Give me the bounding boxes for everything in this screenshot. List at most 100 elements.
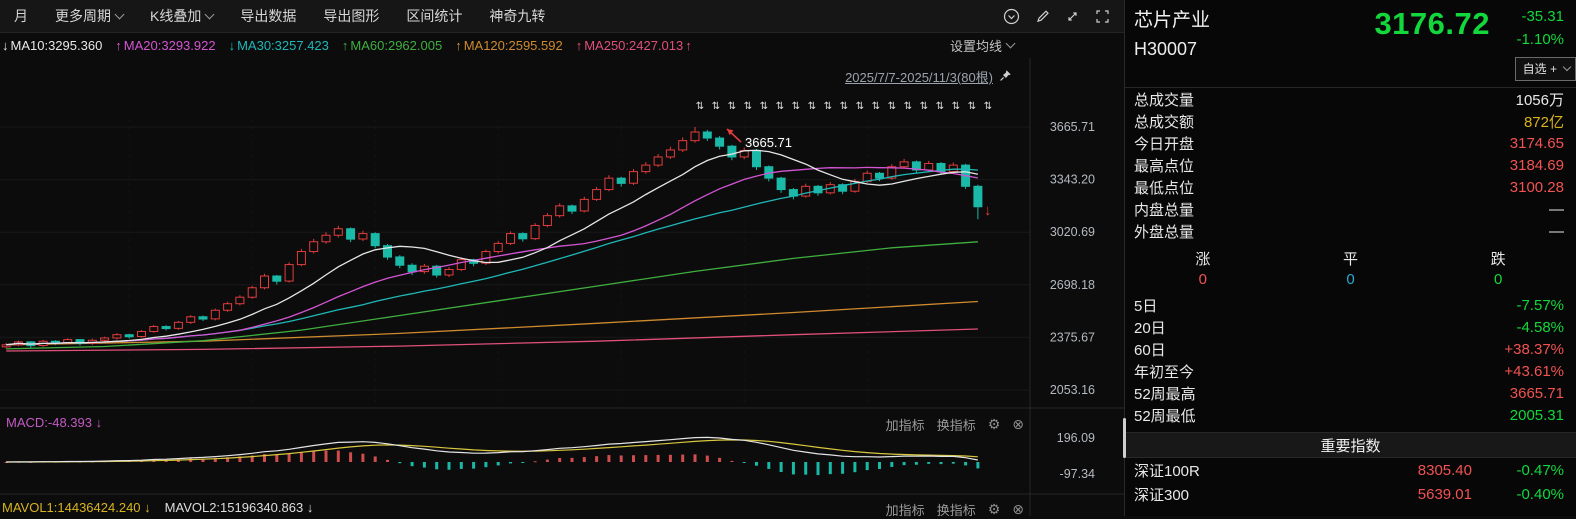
toolbar-item-export-data[interactable]: 导出数据 [240,6,296,26]
toolbar-item-month[interactable]: 月 [14,6,28,26]
candles [1,127,983,349]
nine-turn-marker-icon: ⇅ [936,101,944,112]
chevron-down-icon [1005,38,1016,49]
price-tick-label: 3665.71 [1050,120,1095,134]
up-arrow-icon: ↑ [115,38,122,53]
ma10-indicator: ↓ MA10:3295.360 [2,38,103,53]
toolbar-item-range-stats[interactable]: 区间统计 [406,6,462,26]
nine-turn-marker-icon: ⇅ [792,101,800,112]
range-row: 20日 -4.58% [1134,318,1564,337]
close-pane-icon[interactable]: ⊗ [1012,416,1024,432]
ma-settings-button[interactable]: 设置均线 [950,36,1016,55]
nine-turn-marker-icon: ⇅ [728,101,736,112]
down-arrow-icon: ↓ [144,500,151,515]
pin-icon[interactable] [999,69,1012,85]
index-row[interactable]: 深证300 5639.01 -0.40% [1134,485,1564,504]
price-axis-labels: 3665.71 3343.20 3020.69 2698.18 2375.67 2053.… [1050,120,1095,481]
nine-turn-marker-icon: ⇅ [872,101,880,112]
nine-turn-marker-icon: ⇅ [840,101,848,112]
stock-name: 芯片产业 [1134,10,1211,31]
up-arrow-icon: ↑ [455,38,462,53]
grid [0,120,1030,406]
nine-turn-marker-icon: ⇅ [712,101,720,112]
date-range-text: 2025/7/7-2025/11/3(80根) [845,70,993,85]
chevron-down-icon [1562,62,1572,72]
sell-signal-arrow-icon: ↓ [984,202,992,219]
stat-row: 最高点位 3184.69 [1134,156,1564,175]
macd-tick-label: -97.34 [1060,467,1095,481]
down-arrow-icon: ↓ [95,415,103,430]
chevron-down-icon [204,9,215,19]
toolbar-item-label: 月 [14,8,28,24]
stat-row: 内盘总量 — [1134,200,1564,219]
gear-icon[interactable]: ⚙ [987,416,1001,432]
toolbar-item-label: 区间统计 [406,8,463,24]
nine-turn-marker-icon: ⇅ [920,101,928,112]
toolbar-item-magic-nine[interactable]: 神奇九转 [489,6,545,26]
indices-list: 深证100R 8305.40 -0.47% 深证300 5639.01 -0.4… [1125,458,1576,516]
nine-turn-marker-icon: ⇅ [808,101,816,112]
nine-turn-marker-icon: ⇅ [744,101,752,112]
volume-pane-tools: 加指标 换指标 ⚙ ⊗ [886,500,1024,519]
price-change-percent: -1.10% [1516,31,1564,48]
index-row[interactable] [1125,506,1576,516]
macd-indicator-label: MACD:-48.393 ↓ [6,415,103,430]
nine-turn-marker-icon: ⇅ [824,101,832,112]
stat-row: 外盘总量 — [1134,222,1564,241]
nine-turn-markers: ⇅ ⇅ ⇅ ⇅ ⇅ ⇅ ⇅ ⇅ ⇅ ⇅ ⇅ ⇅ ⇅ ⇅ ⇅ ⇅ ⇅ ⇅ ⇅ [696,101,992,112]
add-watchlist-button[interactable]: 自选 + [1514,57,1576,81]
nine-turn-marker-icon: ⇅ [968,101,976,112]
ma120-indicator: ↑ MA120:2595.592 [455,38,563,53]
nine-turn-marker-icon: ⇅ [856,101,864,112]
switch-indicator-button[interactable]: 换指标 [936,503,976,518]
scrollbar-thumb[interactable] [1123,418,1126,458]
dif-line [6,436,979,463]
nine-turn-marker-icon: ⇅ [952,101,960,112]
performance-list: 5日 -7.57% 20日 -4.58% 60日 +38.37% 年初至今 +43.61… [1125,294,1576,426]
add-indicator-button[interactable]: 加指标 [885,503,925,518]
down-arrow-icon: ↓ [228,38,236,53]
switch-indicator-button[interactable]: 换指标 [936,418,976,433]
nine-turn-marker-icon: ⇅ [888,101,896,112]
chevron-down-icon [114,9,125,19]
price-change: -35.31 [1521,8,1564,25]
toolbar-item-label: 导出数据 [240,8,297,24]
date-range-label[interactable]: 2025/7/7-2025/11/3(80根) [845,67,1012,86]
peak-price-label: 3665.71 [745,135,792,150]
draw-pencil-icon[interactable] [1035,9,1050,24]
close-pane-icon[interactable]: ⊗ [1012,501,1024,517]
axes [0,58,1124,516]
range-row: 5日 -7.57% [1134,296,1564,315]
toolbar-icon-group [1003,8,1124,25]
toolbar-item-more-periods[interactable]: 更多周期 [55,6,125,26]
long-ma-lines [6,241,978,352]
gear-icon[interactable]: ⚙ [987,501,1001,517]
stock-info-panel: 芯片产业 H30007 3176.72 -35.31 -1.10% 自选 + 总… [1124,0,1576,516]
range-row: 52周最低 2005.31 [1134,406,1564,425]
kline-chart[interactable]: ⇅ ⇅ ⇅ ⇅ ⇅ ⇅ ⇅ ⇅ ⇅ ⇅ ⇅ ⇅ ⇅ ⇅ ⇅ ⇅ ⇅ ⇅ ⇅ 3665.71 ↓ 3665.71 3343.2… [0,58,1124,516]
add-indicator-button[interactable]: 加指标 [885,418,925,433]
toolbar-item-kline-overlay[interactable]: K线叠加 [150,6,215,26]
stat-row: 今日开盘 3174.65 [1134,134,1564,153]
stat-row: 总成交额 872亿 [1134,113,1564,131]
chart-area: ⇅ ⇅ ⇅ ⇅ ⇅ ⇅ ⇅ ⇅ ⇅ ⇅ ⇅ ⇅ ⇅ ⇅ ⇅ ⇅ ⇅ ⇅ ⇅ 3665.71 ↓ 3665.71 3343.2… [0,58,1124,519]
macd-pane [4,436,980,476]
expand-icon[interactable] [1065,9,1080,24]
nine-turn-marker-icon: ⇅ [696,101,704,112]
stock-header: 芯片产业 H30007 3176.72 -35.31 -1.10% 自选 + [1125,0,1576,88]
toolbar-item-export-image[interactable]: 导出图形 [323,6,379,26]
index-row[interactable]: 深证100R 8305.40 -0.47% [1134,461,1564,480]
toolbar-item-label: K线叠加 [150,8,202,24]
stat-row: 总成交量 1056万 [1134,91,1564,109]
fullscreen-icon[interactable] [1095,9,1110,24]
nine-turn-marker-icon: ⇅ [904,101,912,112]
down-arrow-icon: ↓ [2,38,9,53]
indicator-circle-icon[interactable] [1003,8,1020,25]
ma-indicator-bar: ↓ MA10:3295.360 ↑ MA20:3293.922 ↓ MA30:3257… [0,33,1124,58]
ma30-indicator: ↓ MA30:3257.423 [228,38,329,53]
nine-turn-marker-icon: ⇅ [760,101,768,112]
nine-turn-marker-icon: ⇅ [776,101,784,112]
